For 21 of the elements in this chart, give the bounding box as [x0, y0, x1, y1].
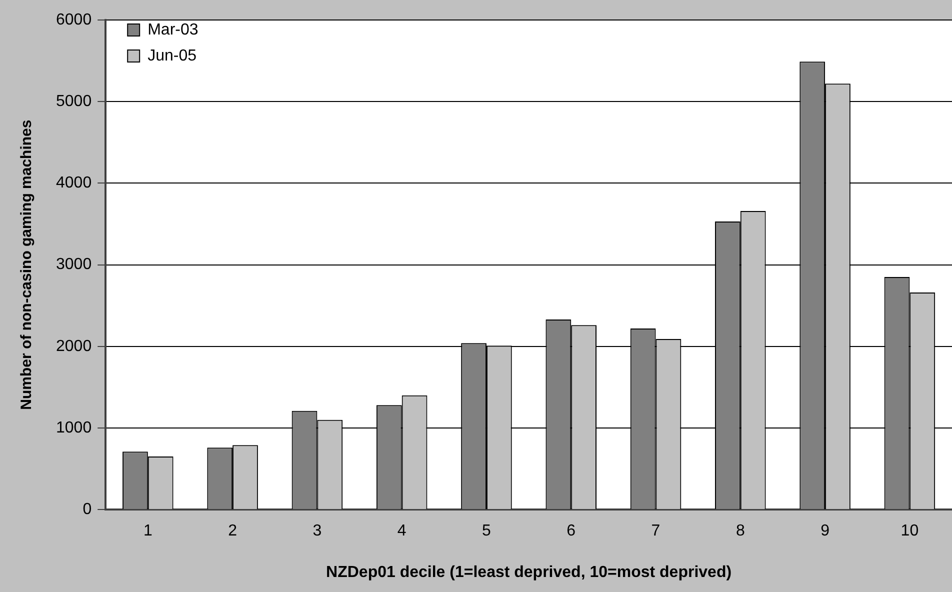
y-tick-label: 0	[82, 501, 92, 518]
y-tick-label: 2000	[56, 338, 92, 355]
legend-label: Mar-03	[148, 21, 198, 38]
x-tick-label: 5	[482, 522, 492, 540]
x-axis-title: NZDep01 decile (1=least deprived, 10=most deprived)	[326, 564, 732, 581]
legend-label: Jun-05	[148, 47, 197, 64]
x-tick-label: 2	[228, 522, 238, 540]
x-tick-label: 9	[820, 522, 830, 540]
y-tick-label: 4000	[56, 174, 92, 192]
y-tick-label: 1000	[56, 419, 92, 436]
x-tick-label: 3	[312, 522, 322, 540]
x-tick-label: 10	[900, 522, 919, 540]
x-tick-label: 4	[397, 522, 406, 540]
y-tick-label: 3000	[56, 256, 92, 274]
y-tick-label: 6000	[56, 11, 92, 28]
x-tick-label: 6	[566, 522, 576, 540]
x-tick-label: 7	[651, 522, 660, 540]
x-tick-label: 8	[736, 522, 745, 540]
y-tick-label: 5000	[56, 93, 92, 110]
x-tick-label: 1	[143, 522, 152, 540]
y-axis-title: Number of non-casino gaming machines	[18, 120, 36, 410]
